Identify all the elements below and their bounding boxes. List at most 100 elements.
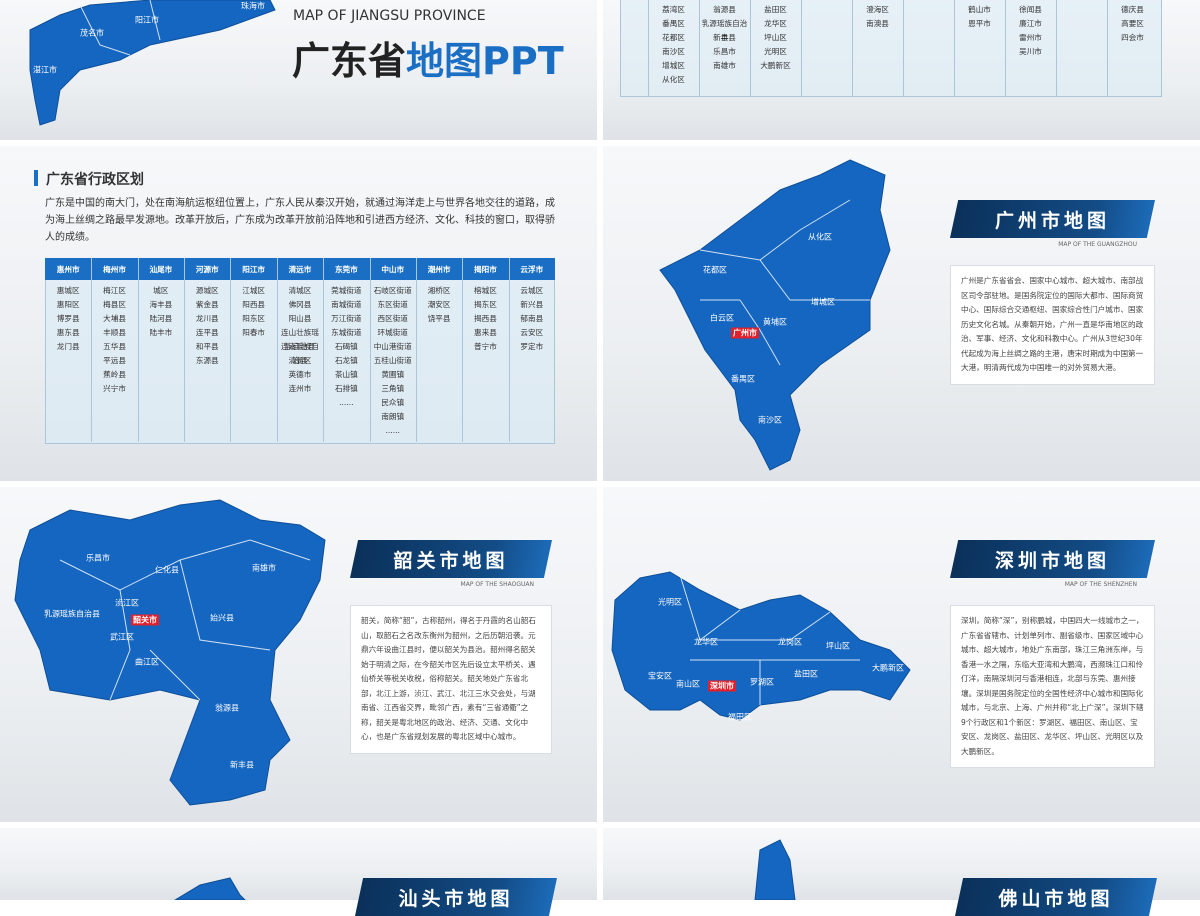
table-header-cell: 清远市 bbox=[288, 265, 312, 274]
col-divider bbox=[699, 0, 700, 96]
map-label: 大鹏新区 bbox=[872, 663, 904, 673]
map-label: 深圳市 bbox=[708, 680, 736, 692]
table-cell: 澄海区 bbox=[866, 5, 889, 14]
table-cell: 榕城区 bbox=[474, 286, 497, 295]
map-label: 翁源县 bbox=[215, 703, 239, 713]
slide-title: 汕头市地图 bbox=[355, 878, 557, 916]
table-cell: 揭西县 bbox=[474, 314, 497, 323]
intro-text: 广东是中国的南大门，处在南海航运枢纽位置上，广东人民从秦汉开始，就通过海洋走上与… bbox=[45, 198, 555, 243]
district-border bbox=[109, 589, 131, 701]
map-label: 番禺区 bbox=[731, 374, 755, 384]
map-label: 珠海市 bbox=[241, 1, 265, 11]
table-header-cell: 阳江市 bbox=[242, 265, 266, 274]
district-border bbox=[700, 611, 831, 641]
district-border bbox=[739, 299, 781, 366]
table-cell: 莞城街道 bbox=[331, 286, 362, 295]
map-shape bbox=[14, 499, 326, 806]
title: 广东省地图PPT bbox=[292, 30, 564, 85]
map-label: 乐昌市 bbox=[86, 553, 110, 563]
title-main: 广东省 bbox=[292, 39, 407, 83]
table-cell: 城区 bbox=[153, 286, 169, 295]
table-cell: 番禺区 bbox=[662, 19, 685, 28]
table-cell: 乳源瑶族自治县 bbox=[701, 19, 748, 42]
map-label: 福田区 bbox=[728, 712, 752, 722]
col-divider bbox=[1005, 0, 1006, 96]
table-cell: 翁源县 bbox=[713, 5, 736, 14]
table-cell: 新兴县 bbox=[520, 300, 544, 309]
title-accent: 地图PPT bbox=[406, 39, 564, 83]
map-label: 广州市 bbox=[731, 327, 759, 339]
col-divider bbox=[750, 0, 751, 96]
map-label: 白云区 bbox=[710, 313, 734, 323]
col-divider bbox=[184, 258, 186, 442]
table-cell: 云安区 bbox=[520, 328, 544, 337]
table-cell: 罗定市 bbox=[520, 342, 544, 351]
table-header-cell: 河源市 bbox=[195, 265, 219, 274]
table-cell: 和平县 bbox=[195, 342, 219, 351]
description: 广州是广东省省会、国家中心城市、超大城市、南部战区司令部驻地。是国务院定位的国际… bbox=[950, 265, 1155, 385]
table-cell: 高要区 bbox=[1121, 19, 1144, 28]
table-cell: 廉江市 bbox=[1019, 19, 1042, 28]
table-cell: 惠城区 bbox=[56, 286, 80, 295]
map-label: 浈江区 bbox=[115, 598, 139, 608]
district-border bbox=[699, 199, 851, 261]
table-cell: 石岐区街道 bbox=[373, 286, 412, 295]
map-label: 湛江市 bbox=[33, 65, 57, 75]
map-label: 新丰县 bbox=[230, 760, 254, 770]
district-border bbox=[759, 259, 870, 301]
col-divider bbox=[276, 258, 278, 442]
table-cell: 湘桥区 bbox=[427, 286, 451, 295]
table-header-cell: 东莞市 bbox=[334, 265, 358, 274]
table-cell: 西区街道 bbox=[377, 314, 408, 323]
slide-title: 韶关市地图 bbox=[350, 540, 552, 578]
map-label: 增城区 bbox=[811, 297, 835, 307]
table-cell: 五华县 bbox=[103, 342, 126, 351]
table-cell: 荔湾区 bbox=[662, 5, 685, 14]
table-cell: 郁南县 bbox=[520, 314, 544, 323]
table-header-cell: 梅州市 bbox=[103, 265, 126, 274]
col-divider bbox=[801, 0, 802, 96]
table-cell: 从化区 bbox=[662, 75, 685, 84]
table-cell: 清城区 bbox=[288, 286, 312, 295]
table-cell: 南城街道 bbox=[331, 300, 362, 309]
col-divider bbox=[648, 0, 649, 96]
map-label: 南山区 bbox=[676, 679, 700, 689]
slide-title: 佛山市地图 bbox=[955, 878, 1157, 916]
slide-title: 深圳市地图 bbox=[950, 540, 1155, 578]
table-cell: 梅县区 bbox=[103, 300, 126, 309]
map-label: 武江区 bbox=[110, 632, 134, 642]
table-header-cell: 汕尾市 bbox=[149, 265, 173, 274]
table-cell: 东源县 bbox=[195, 356, 219, 365]
table-cell: 四会市 bbox=[1121, 33, 1144, 42]
table-cell: 中山港街道 bbox=[373, 342, 412, 351]
table-cell: 源城区 bbox=[195, 286, 219, 295]
map-label: 龙岗区 bbox=[778, 637, 802, 647]
table-cell: 南沙区 bbox=[662, 47, 685, 56]
slide-subtitle: MAP OF THE GUANGZHOU bbox=[1058, 241, 1137, 248]
table-cell: 陆丰市 bbox=[149, 328, 173, 337]
map-shape bbox=[611, 571, 911, 721]
table-cell: 潮安区 bbox=[427, 300, 451, 309]
table-cell: 连州市 bbox=[288, 384, 312, 393]
table-cell: 五桂山街道 bbox=[373, 356, 412, 365]
table-cell: 阳春市 bbox=[242, 328, 266, 337]
table-cell: ...... bbox=[339, 398, 354, 407]
table-cell: 英德市 bbox=[288, 370, 312, 379]
table-cell: 海丰县 bbox=[149, 300, 173, 309]
description: 韶关，简称“韶”，古称韶州，得名于丹霞的名山韶石山，取韶石之名改东衡州为韶州，之… bbox=[350, 605, 552, 754]
map-label: 南雄市 bbox=[252, 563, 276, 573]
col-divider bbox=[323, 258, 325, 442]
col-divider bbox=[903, 0, 904, 96]
table-cell: 石碣镇 bbox=[334, 342, 358, 351]
slide-subtitle: MAP OF THE SHENZHEN bbox=[1064, 581, 1137, 588]
table-header-cell: 云浮市 bbox=[520, 265, 544, 274]
map-label: 曲江区 bbox=[135, 657, 159, 667]
table-cell: 阳西县 bbox=[242, 300, 266, 309]
col-divider bbox=[462, 258, 464, 442]
table-cell: 龙门县 bbox=[56, 342, 80, 351]
slide-title: 广州市地图 bbox=[950, 200, 1155, 238]
table-cell: 梅江区 bbox=[103, 286, 126, 295]
table-cell: 增城区 bbox=[662, 61, 685, 70]
table-cell: 普宁市 bbox=[474, 342, 497, 351]
title-en: MAP OF JIANGSU PROVINCE bbox=[293, 8, 486, 24]
